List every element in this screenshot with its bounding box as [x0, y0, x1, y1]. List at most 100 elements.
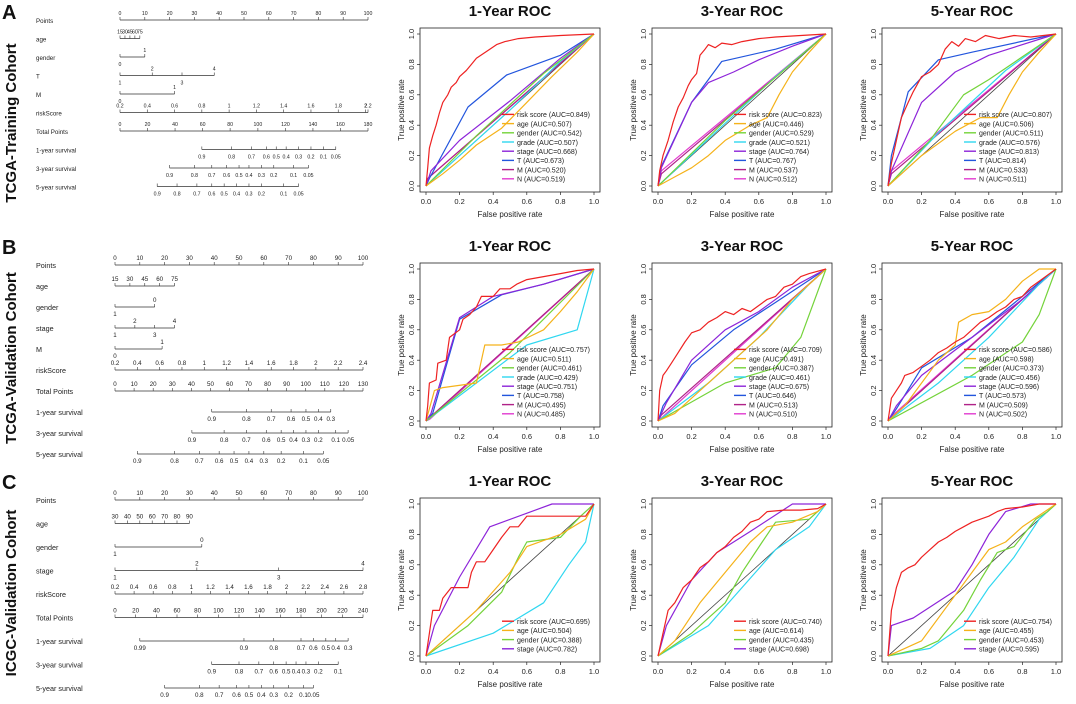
legend-entry: stage (AUC=0.595): [979, 647, 1039, 654]
roc-curve-stage: [657, 33, 827, 187]
nomogram-tick-label: 0.8: [191, 173, 198, 179]
nomogram-tick-label: 0.2: [111, 360, 120, 367]
legend-entry: age (AUC=0.491): [749, 356, 804, 363]
nomogram-tick-label: 0.2: [111, 584, 120, 591]
nomogram-tick-label: 0.5: [273, 155, 280, 161]
nomogram-tick-label: 1: [119, 81, 122, 87]
roc-curve-stage: [887, 268, 1057, 422]
nomogram-tick-label: 80: [264, 381, 271, 388]
nomogram-tick-label: 0.8: [242, 416, 251, 423]
x-axis-label: False positive rate: [710, 680, 775, 689]
x-tick-label: 1.0: [1051, 667, 1061, 676]
nomogram-tick-label: 4: [213, 67, 216, 73]
x-tick-label: 0.2: [686, 667, 696, 676]
x-tick-label: 0.2: [686, 432, 696, 441]
y-tick-label: 0.4: [407, 120, 416, 130]
nomogram-tick-label: 0: [113, 381, 117, 388]
legend-entry: T (AUC=0.673): [517, 158, 564, 165]
roc-curve-risk: [887, 268, 1057, 422]
y-tick-label: 0.2: [639, 620, 648, 630]
legend-entry: age (AUC=0.614): [749, 628, 804, 635]
nomogram-tick-label: 80: [174, 514, 181, 521]
y-tick-label: 1.0: [639, 264, 648, 274]
x-tick-label: 0.8: [787, 432, 797, 441]
plot-frame: [651, 262, 833, 428]
nomogram-tick-label: 0.1: [290, 173, 297, 179]
nomogram-tick-label: 180: [364, 122, 373, 128]
legend-entry: grade (AUC=0.576): [979, 140, 1040, 147]
y-tick-label: 0.8: [407, 294, 416, 304]
nomogram-tick-label: 160: [336, 122, 345, 128]
roc-curve-gender: [425, 503, 595, 657]
nomogram-tick-label: 4: [361, 561, 365, 568]
nomogram-tick-label: 0.99: [134, 645, 147, 652]
nomogram-tick-label: 60: [200, 122, 206, 128]
legend-entry: M (AUC=0.495): [517, 402, 566, 409]
x-tick-label: 0.0: [421, 432, 431, 441]
nomogram-label: riskScore: [36, 590, 66, 599]
nomogram-tick-label: 1.8: [289, 360, 298, 367]
nomogram-tick-label: 0.5: [282, 669, 291, 676]
roc-panel: 1-Year ROC 0.0 0.0 0.2 0.2 0.4 0.4 0.6 0.6 0.8 0.8…: [397, 473, 601, 689]
chart-title: 1-Year ROC: [469, 238, 552, 255]
nomogram-tick-label: 0.6: [223, 173, 230, 179]
roc-curve-age: [657, 33, 827, 187]
nomogram-tick-label: 0.7: [255, 669, 264, 676]
nomogram-tick-label: 2: [285, 584, 289, 591]
reference-diagonal: [657, 33, 827, 187]
nomogram-tick-label: 0.4: [314, 416, 323, 423]
nomogram-tick-label: 10: [131, 381, 138, 388]
roc-curve-grade: [657, 503, 827, 657]
nomogram-tick-label: 0.8: [170, 458, 179, 465]
nomogram-label: 5-year survival: [36, 185, 76, 192]
legend-entry: M (AUC=0.520): [517, 167, 566, 174]
x-axis-label: False positive rate: [710, 445, 775, 454]
roc-curve-gender: [425, 268, 595, 422]
legend-entry: gender (AUC=0.511): [979, 131, 1043, 138]
y-tick-label: 0.4: [639, 355, 648, 365]
nomogram-tick-label: 0: [119, 99, 122, 105]
legend-entry: age (AUC=0.504): [517, 628, 572, 635]
nomogram-tick-label: 0.05: [307, 692, 320, 699]
nomogram-tick-label: 1.6: [244, 584, 253, 591]
cohort-label: ICGC-Validation Cohort: [3, 510, 20, 677]
x-tick-label: 0.6: [754, 667, 764, 676]
plot-frame: [419, 27, 601, 193]
nomogram-tick-label: 90: [335, 255, 342, 262]
nomogram-tick-label: 0.5: [321, 645, 330, 652]
y-tick-label: 1.0: [639, 499, 648, 509]
x-axis-label: False positive rate: [478, 680, 543, 689]
nomogram-tick-label: 1: [228, 104, 231, 110]
y-axis-label: True positive rate: [859, 314, 868, 376]
roc-curve-age: [657, 268, 827, 422]
legend-entry: age (AUC=0.506): [979, 121, 1034, 128]
nomogram-tick-label: 0.3: [302, 437, 311, 444]
nomogram-tick-label: 110: [320, 381, 330, 388]
nomogram-tick-label: 60: [266, 11, 272, 17]
y-tick-label: 0.8: [869, 59, 878, 69]
y-tick-label: 0.4: [869, 590, 878, 600]
legend-entry: grade (AUC=0.456): [979, 375, 1040, 382]
roc-curve-gender: [425, 33, 595, 187]
nomogram-tick-label: 1.4: [225, 584, 234, 591]
nomogram-label: 1-year survival: [36, 637, 83, 646]
y-tick-label: 0.8: [869, 529, 878, 539]
nomogram-tick-label: 60: [156, 276, 163, 283]
y-tick-label: 0.2: [639, 385, 648, 395]
legend-entry: gender (AUC=0.461): [517, 366, 582, 373]
nomogram-tick-label: 0.4: [289, 437, 298, 444]
roc-curve-age: [887, 268, 1056, 422]
nomogram-tick-label: 0.1: [334, 669, 343, 676]
nomogram-label: Points: [36, 496, 56, 505]
nomogram-tick-label: 0: [113, 490, 117, 497]
nomogram-tick-label: 0.3: [302, 669, 311, 676]
nomogram-tick-label: 0.6: [309, 645, 318, 652]
x-tick-label: 0.8: [1017, 432, 1027, 441]
y-tick-label: 0.6: [869, 325, 878, 335]
legend-entry: M (AUC=0.533): [979, 167, 1028, 174]
nomogram-tick-label: 30: [122, 30, 128, 36]
nomogram-tick-label: 0: [113, 353, 117, 360]
y-tick-label: 0.4: [407, 355, 416, 365]
legend-entry: M (AUC=0.509): [979, 402, 1028, 409]
